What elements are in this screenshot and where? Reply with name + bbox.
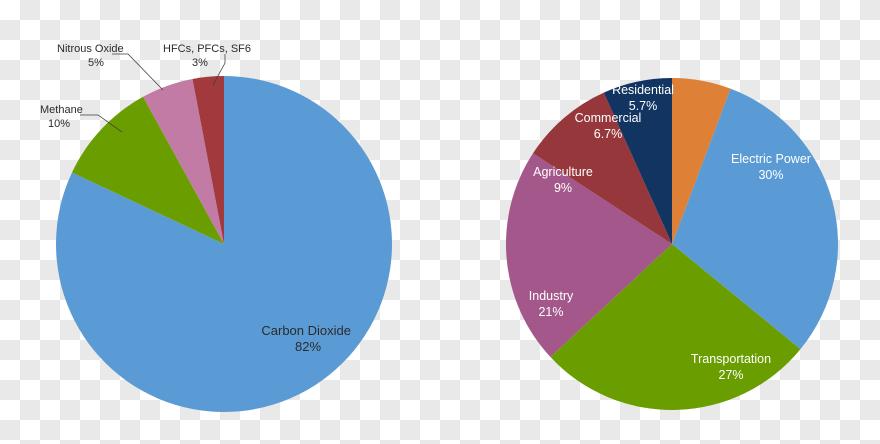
svg-text:3%: 3%	[192, 57, 208, 69]
svg-text:10%: 10%	[48, 118, 70, 130]
svg-text:Methane: Methane	[40, 104, 83, 116]
svg-text:5%: 5%	[88, 57, 104, 69]
svg-text:Nitrous Oxide: Nitrous Oxide	[57, 43, 124, 55]
svg-text:HFCs, PFCs, SF6: HFCs, PFCs, SF6	[163, 43, 251, 55]
